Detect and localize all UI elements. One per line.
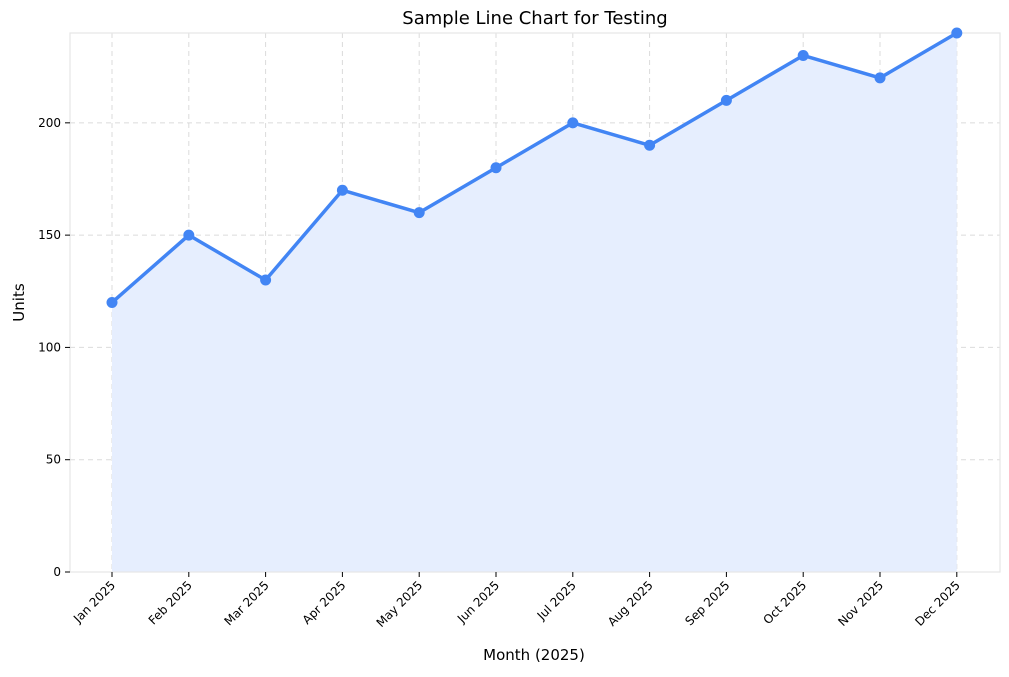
- plot-frame: [69, 32, 1001, 573]
- x-tick-label: Dec 2025: [912, 578, 963, 629]
- data-point: [336, 184, 348, 196]
- data-point: [260, 274, 272, 286]
- y-tick-label: 200: [38, 116, 61, 130]
- area-fill-layer: [112, 33, 957, 572]
- x-tick-labels: Jan 2025 Feb 2025 Mar 2025 Apr 2025 May 2025…: [70, 578, 963, 630]
- y-tick-labels: 0 50 100 150 200: [38, 116, 61, 579]
- x-tick-label: May 2025: [374, 578, 426, 630]
- y-tick-label: 0: [53, 565, 61, 579]
- data-point: [567, 117, 579, 129]
- x-tick-label: Jan 2025: [70, 578, 118, 626]
- data-point: [490, 162, 502, 174]
- y-tick-label: 50: [46, 453, 61, 467]
- x-tick-label: Mar 2025: [222, 578, 272, 628]
- series-line-layer: [110, 31, 959, 305]
- y-tick-label: 150: [38, 228, 61, 242]
- y-tick-label: 100: [38, 340, 61, 354]
- x-tick-label: Jun 2025: [454, 578, 502, 626]
- data-point: [720, 94, 732, 106]
- data-point: [874, 72, 886, 84]
- x-tick-label: Oct 2025: [760, 578, 809, 627]
- x-tick-label: Jul 2025: [534, 578, 579, 623]
- x-tick-label: Sep 2025: [682, 578, 732, 628]
- data-point: [797, 49, 809, 61]
- y-axis-label: Units: [10, 283, 28, 322]
- data-point: [183, 229, 195, 241]
- x-tick-label: Feb 2025: [146, 578, 195, 627]
- x-tick-label: Aug 2025: [605, 578, 656, 629]
- area-fill: [112, 33, 957, 572]
- chart-title: Sample Line Chart for Testing: [402, 8, 667, 29]
- data-point: [644, 139, 656, 151]
- data-point: [106, 297, 118, 308]
- axis-ticks: [65, 122, 958, 577]
- x-axis-label: Month (2025): [483, 646, 585, 664]
- series-line: [110, 31, 959, 305]
- data-point: [413, 207, 425, 219]
- data-point: [951, 27, 963, 39]
- data-points: [106, 27, 963, 308]
- x-tick-label: Nov 2025: [835, 578, 886, 629]
- x-tick-label: Apr 2025: [300, 578, 349, 627]
